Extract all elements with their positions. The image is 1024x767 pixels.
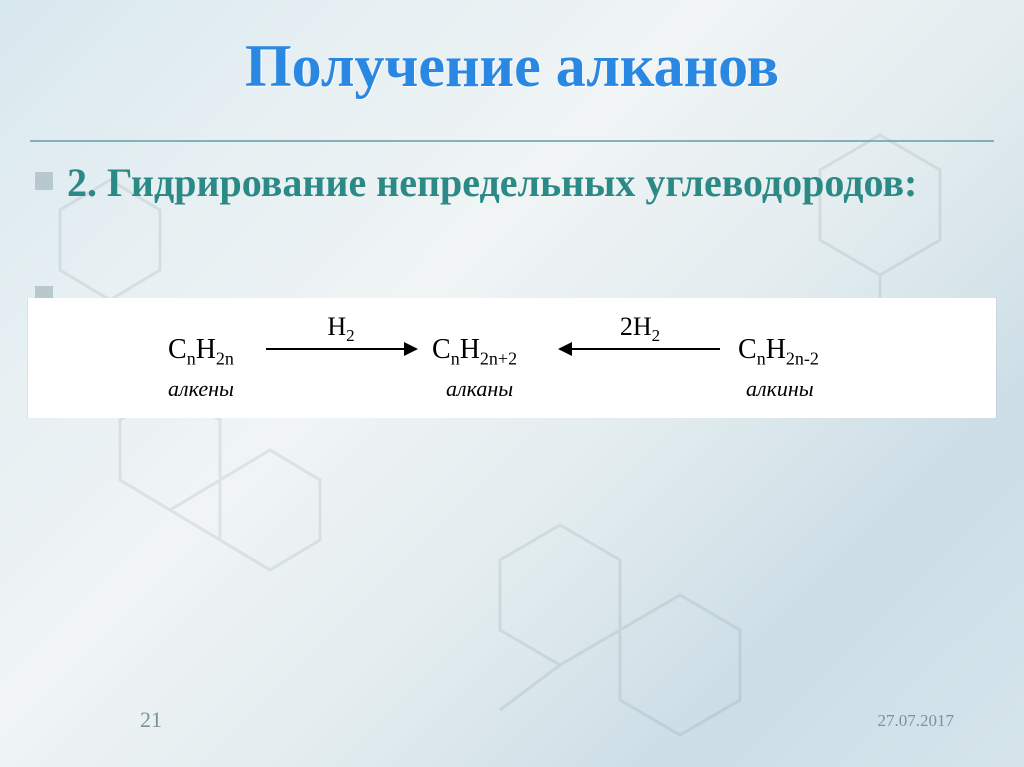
- reaction-band: CnH2n алкены H2 CnH2n+2 алканы 2H2 CnH2n…: [28, 298, 996, 418]
- bullet-square-icon: [35, 172, 53, 190]
- slide-title: Получение алканов: [0, 32, 1024, 101]
- slide-subtitle: 2. Гидрирование непредельных углеводород…: [67, 158, 917, 208]
- reaction-scheme: CnH2n алкены H2 CnH2n+2 алканы 2H2 CnH2n…: [168, 312, 936, 404]
- label-alkynes: алкины: [746, 376, 814, 402]
- subtitle-row: 2. Гидрирование непредельных углеводород…: [35, 158, 984, 208]
- formula-alkenes: CnH2n: [168, 336, 234, 364]
- slide-number: 21: [140, 707, 162, 733]
- title-divider: [30, 140, 994, 142]
- label-alkanes: алканы: [446, 376, 513, 402]
- arrow-h2-right: H2: [266, 348, 416, 350]
- slide-date: 27.07.2017: [878, 711, 955, 731]
- arrowhead-right-icon: [404, 342, 418, 356]
- arrow-label-2h2: 2H2: [560, 312, 720, 342]
- formula-alkynes: CnH2n-2: [738, 336, 819, 364]
- arrow-label-h2: H2: [266, 312, 416, 342]
- slide: Получение алканов 2. Гидрирование непред…: [0, 0, 1024, 767]
- formula-alkanes: CnH2n+2: [432, 336, 517, 364]
- label-alkenes: алкены: [168, 376, 234, 402]
- arrow-2h2-left: 2H2: [560, 348, 720, 350]
- arrowhead-left-icon: [558, 342, 572, 356]
